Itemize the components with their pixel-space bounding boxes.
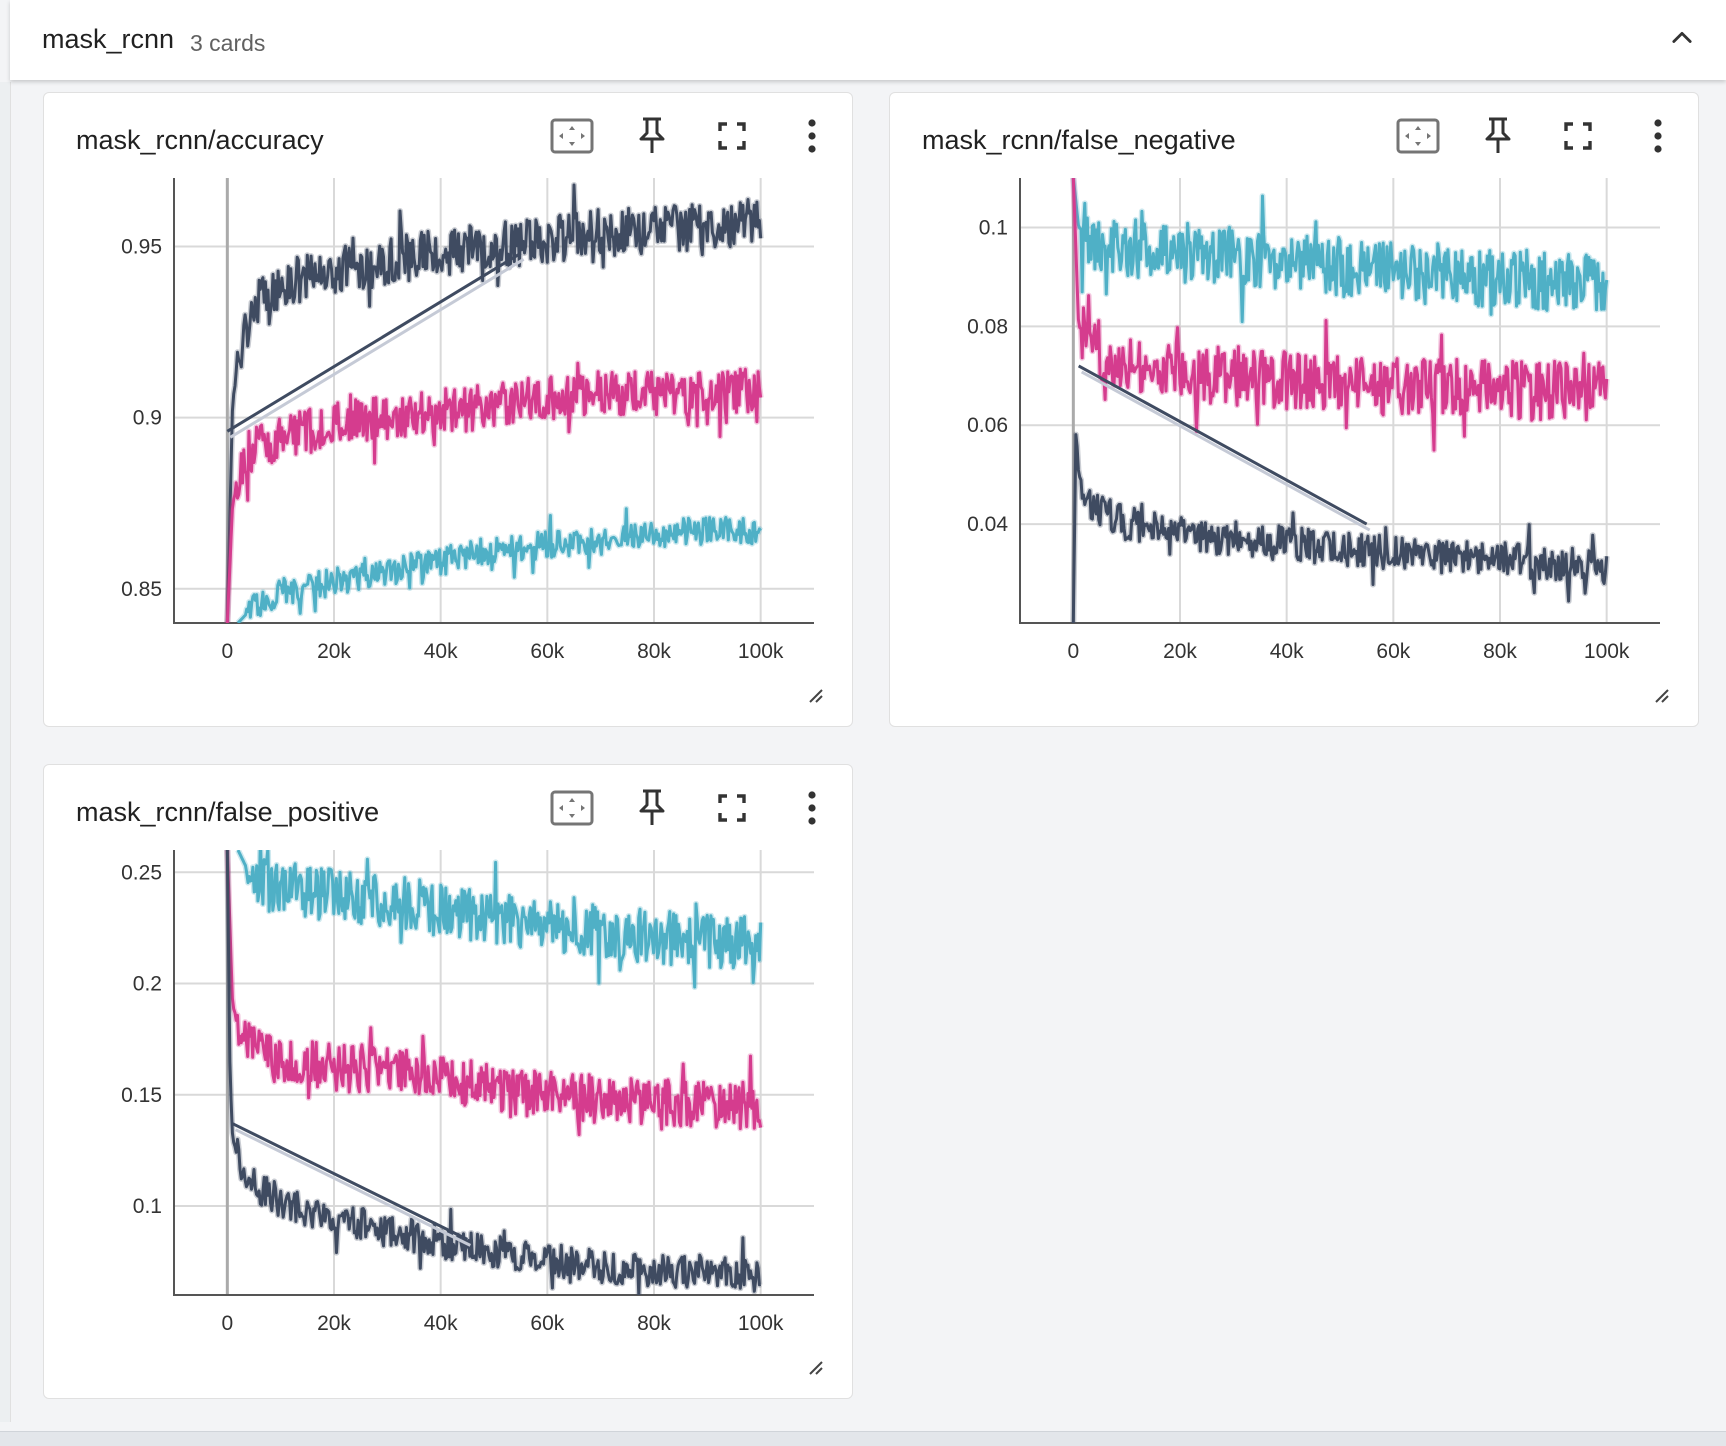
y-tick-label: 0.08 xyxy=(967,315,1008,338)
more-options-button[interactable] xyxy=(1618,113,1698,163)
pin-card-button[interactable] xyxy=(1458,113,1538,163)
x-tick-label: 0 xyxy=(221,640,233,663)
x-tick-label: 60k xyxy=(530,1312,564,1335)
line-chart[interactable]: 0 20k 40k 60k 80k 100k 0.85 0.9 0.95 xyxy=(44,93,854,728)
more-options-button[interactable] xyxy=(772,785,852,835)
card-title: mask_rcnn/accuracy xyxy=(76,125,324,155)
pin-card-button[interactable] xyxy=(612,113,692,163)
fit-domain-icon xyxy=(550,118,594,159)
x-tick-label: 100k xyxy=(1584,640,1630,663)
group-card-count: 3 cards xyxy=(190,30,266,56)
y-tick-label: 0.2 xyxy=(133,973,162,996)
y-tick-label: 0.9 xyxy=(133,407,162,430)
x-tick-label: 60k xyxy=(530,640,564,663)
collapse-group-button[interactable] xyxy=(1662,18,1702,58)
card-toolbar xyxy=(532,785,852,835)
fullscreen-icon xyxy=(717,121,747,156)
series-line xyxy=(1071,178,1609,452)
y-tick-label: 0.25 xyxy=(121,861,162,884)
resize-handle-icon[interactable] xyxy=(1652,686,1670,704)
pin-icon xyxy=(1483,116,1513,161)
card-toolbar xyxy=(1378,113,1698,163)
series-interp-line xyxy=(1077,364,1368,526)
fit-domain-button[interactable] xyxy=(532,785,612,835)
scalar-card-false-positive: mask_rcnn/false_positive 0 20k 40k 60k 80k 10… xyxy=(43,764,853,1399)
y-tick-label: 0.04 xyxy=(967,513,1008,536)
series-interp-line xyxy=(232,1122,468,1241)
more-vert-icon xyxy=(806,790,818,831)
x-tick-label: 60k xyxy=(1376,640,1410,663)
axes xyxy=(173,850,814,1296)
x-tick-label: 20k xyxy=(1163,640,1197,663)
series-line xyxy=(1071,178,1609,324)
scalar-card-accuracy: mask_rcnn/accuracy 0 20k 40k 60k 80k 100k 0.85… xyxy=(43,92,853,727)
left-gutter xyxy=(0,82,11,1422)
bottom-scrollbar[interactable] xyxy=(0,1431,1726,1446)
fullscreen-button[interactable] xyxy=(692,785,772,835)
series-line xyxy=(225,183,763,623)
card-group-header[interactable]: mask_rcnn 3 cards xyxy=(10,0,1726,80)
fit-domain-button[interactable] xyxy=(532,113,612,163)
x-tick-label: 20k xyxy=(317,640,351,663)
fullscreen-button[interactable] xyxy=(1538,113,1618,163)
y-tick-label: 0.1 xyxy=(133,1195,162,1218)
scalar-card-false-negative: mask_rcnn/false_negative 0 20k 40k 60k 80k 10… xyxy=(889,92,1699,727)
fullscreen-icon xyxy=(1563,121,1593,156)
more-vert-icon xyxy=(1652,118,1664,159)
x-tick-label: 80k xyxy=(637,640,671,663)
x-tick-label: 40k xyxy=(424,640,458,663)
more-options-button[interactable] xyxy=(772,113,852,163)
pin-icon xyxy=(637,788,667,833)
series-interp-shadow xyxy=(229,258,525,439)
series-line xyxy=(225,850,762,1295)
series-interp-shadow xyxy=(235,1128,471,1247)
fit-domain-icon xyxy=(1396,118,1440,159)
x-tick-label: 20k xyxy=(317,1312,351,1335)
fit-domain-icon xyxy=(550,790,594,831)
axes xyxy=(1019,178,1660,624)
card-toolbar xyxy=(532,113,852,163)
x-tick-label: 0 xyxy=(1067,640,1079,663)
pin-card-button[interactable] xyxy=(612,785,692,835)
x-tick-label: 100k xyxy=(738,640,784,663)
group-title: mask_rcnn xyxy=(42,24,175,54)
y-tick-label: 0.95 xyxy=(121,235,162,258)
series-line xyxy=(236,850,763,989)
fullscreen-icon xyxy=(717,793,747,828)
y-tick-label: 0.85 xyxy=(121,578,162,601)
y-tick-label: 0.1 xyxy=(979,216,1008,239)
axes xyxy=(173,178,814,624)
series-line xyxy=(1071,433,1609,623)
chevron-up-icon xyxy=(1672,31,1692,43)
fullscreen-button[interactable] xyxy=(692,113,772,163)
series-line-halo xyxy=(1070,178,1610,454)
series-interp-line xyxy=(226,252,522,433)
pin-icon xyxy=(637,116,667,161)
resize-handle-icon[interactable] xyxy=(806,686,824,704)
x-tick-label: 40k xyxy=(1270,640,1304,663)
y-tick-label: 0.15 xyxy=(121,1084,162,1107)
line-chart[interactable]: 0 20k 40k 60k 80k 100k 0.1 0.15 0.2 0.25 xyxy=(44,765,854,1400)
x-tick-label: 80k xyxy=(1483,640,1517,663)
series-interp-shadow xyxy=(1080,370,1371,532)
card-title: mask_rcnn/false_positive xyxy=(76,797,380,827)
y-tick-label: 0.06 xyxy=(967,414,1008,437)
series-line xyxy=(225,361,763,623)
more-vert-icon xyxy=(806,118,818,159)
x-tick-label: 100k xyxy=(738,1312,784,1335)
series-line xyxy=(225,850,763,1137)
x-tick-label: 40k xyxy=(424,1312,458,1335)
x-tick-label: 80k xyxy=(637,1312,671,1335)
x-tick-label: 0 xyxy=(221,1312,233,1335)
series-line xyxy=(236,507,762,623)
fit-domain-button[interactable] xyxy=(1378,113,1458,163)
line-chart[interactable]: 0 20k 40k 60k 80k 100k 0.04 0.06 0.08 0.1 xyxy=(890,93,1700,728)
resize-handle-icon[interactable] xyxy=(806,1358,824,1376)
card-title: mask_rcnn/false_negative xyxy=(922,125,1236,155)
